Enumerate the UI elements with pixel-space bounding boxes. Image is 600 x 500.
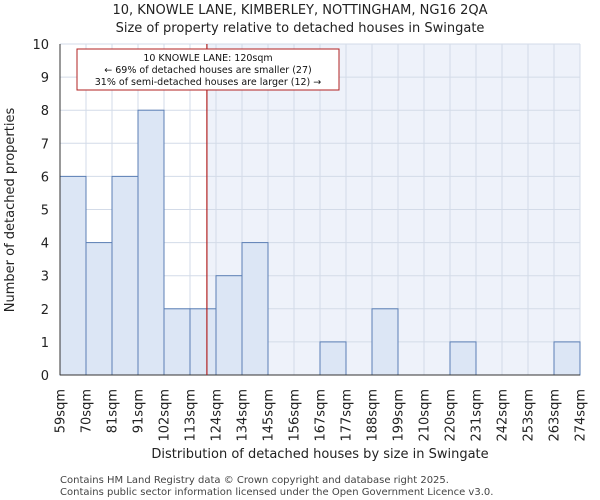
y-tick-label: 0 — [41, 369, 49, 384]
x-tick-label: 253sqm — [522, 389, 537, 442]
y-tick-label: 9 — [41, 71, 49, 86]
x-tick-label: 124sqm — [210, 389, 225, 442]
y-tick-label: 6 — [41, 170, 49, 185]
chart-subtitle: Size of property relative to detached ho… — [116, 21, 485, 36]
x-tick-label: 81sqm — [106, 389, 121, 433]
histogram-bar — [553, 341, 581, 376]
x-tick-label: 102sqm — [158, 389, 173, 442]
x-tick-label: 167sqm — [314, 389, 329, 442]
y-tick-label: 4 — [41, 237, 49, 252]
histogram-bar — [137, 109, 165, 376]
chart-title: 10, KNOWLE LANE, KIMBERLEY, NOTTINGHAM, … — [112, 3, 487, 18]
annotation-line: 10 KNOWLE LANE: 120sqm — [143, 53, 272, 64]
histogram-bar — [85, 242, 113, 376]
footer-licence: Contains public sector information licen… — [60, 487, 493, 498]
x-tick-label: 231sqm — [470, 389, 485, 442]
x-tick-label: 134sqm — [236, 389, 251, 442]
histogram-bar — [449, 341, 477, 376]
histogram-bar — [111, 175, 139, 376]
annotation-line: ← 69% of detached houses are smaller (27… — [104, 65, 311, 76]
y-tick-label: 7 — [41, 137, 49, 152]
y-tick-label: 3 — [41, 270, 49, 285]
x-tick-label: 156sqm — [288, 389, 303, 442]
x-tick-label: 263sqm — [548, 389, 563, 442]
x-tick-label: 274sqm — [574, 389, 589, 442]
x-tick-label: 145sqm — [262, 389, 277, 442]
annotation-line: 31% of semi-detached houses are larger (… — [95, 77, 322, 88]
histogram-bar — [189, 308, 217, 376]
footer-copyright: Contains HM Land Registry data © Crown c… — [60, 475, 449, 486]
x-axis-label: Distribution of detached houses by size … — [151, 447, 488, 462]
x-tick-label: 70sqm — [80, 389, 95, 433]
y-tick-label: 5 — [41, 204, 49, 219]
histogram-bar — [319, 341, 347, 376]
histogram-bar — [241, 242, 269, 376]
x-tick-label: 177sqm — [340, 389, 355, 442]
y-axis-label: Number of detached properties — [3, 108, 18, 313]
y-tick-label: 1 — [41, 336, 49, 351]
y-tick-label: 8 — [41, 104, 49, 119]
x-tick-label: 91sqm — [132, 389, 147, 433]
x-tick-label: 59sqm — [54, 389, 69, 433]
x-tick-label: 188sqm — [366, 389, 381, 442]
x-tick-label: 220sqm — [444, 389, 459, 442]
y-tick-label: 2 — [41, 303, 49, 318]
y-tick-label: 10 — [32, 38, 49, 53]
x-tick-label: 242sqm — [496, 389, 511, 442]
histogram-bar — [215, 275, 243, 376]
histogram-bar — [163, 308, 191, 376]
histogram-bar — [59, 175, 87, 376]
x-tick-label: 210sqm — [418, 389, 433, 442]
x-tick-label: 113sqm — [184, 389, 199, 442]
histogram-bar — [371, 308, 399, 376]
x-tick-label: 199sqm — [392, 389, 407, 442]
annotation-box — [76, 48, 340, 91]
plot-area: 0 1 2 3 4 5 6 7 8 9 10 59sqm 70sqm 81sqm 91sqm 102sqm 11… — [32, 38, 588, 442]
